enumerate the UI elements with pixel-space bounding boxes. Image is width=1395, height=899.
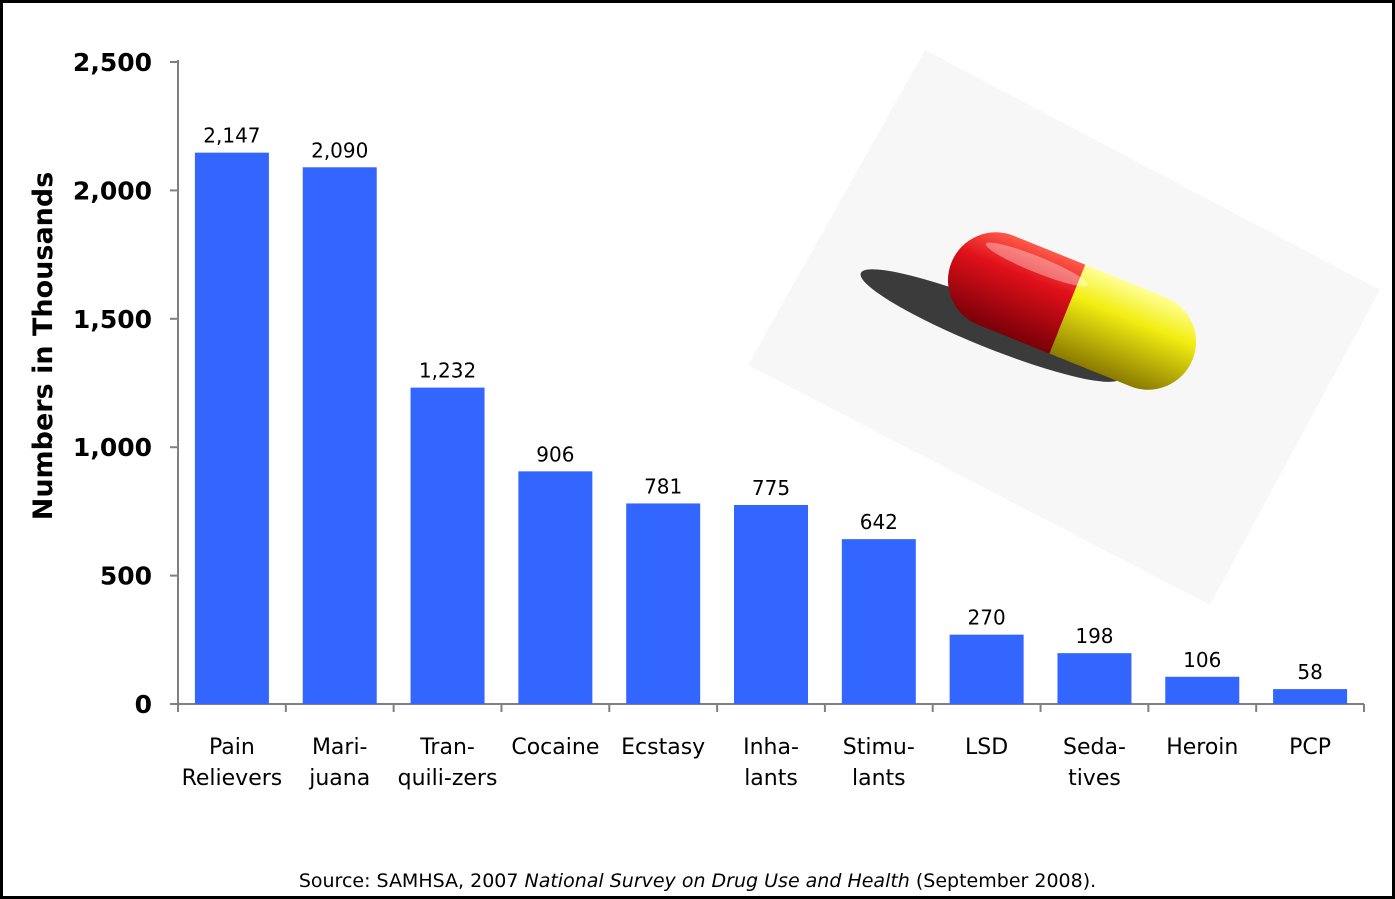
x-tick-label: Relievers [182, 766, 283, 791]
x-tick-label: Pain [209, 735, 255, 760]
y-ticks: 0 500 1,000 1,500 2,000 2,500 [73, 48, 178, 719]
y-tick-label: 2,500 [73, 48, 152, 77]
bar [1165, 676, 1240, 704]
x-tick-label: juana [308, 766, 370, 791]
capsule-yellow-half [1049, 264, 1211, 405]
value-labels: 2,147 2,090 1,232 906 781 775 642 270 198 106 58 [203, 124, 1323, 684]
x-tick-label: tives [1068, 766, 1121, 791]
bar [734, 504, 808, 704]
x-tick-label: quili-zers [398, 766, 498, 791]
x-tick-label: Mari- [312, 735, 368, 760]
data-label: 775 [752, 476, 790, 500]
category-labels: Pain Relievers Mari-juana Tran-quili-zers Co… [182, 735, 1331, 791]
bar [194, 152, 269, 705]
source-title: National Survey on Drug Use and Health [524, 870, 910, 892]
x-tick-label: Stimu- [843, 735, 915, 760]
y-tick-label: 2,000 [73, 176, 152, 205]
x-tick-label: Seda- [1063, 735, 1126, 760]
source-prefix: Source: SAMHSA, 2007 [298, 870, 525, 892]
bar [626, 503, 701, 704]
data-label: 270 [968, 606, 1006, 630]
bar [518, 471, 593, 704]
data-label: 906 [536, 442, 574, 466]
source-suffix: (September 2008). [909, 870, 1097, 892]
bar [410, 387, 485, 704]
x-tick-label: LSD [965, 735, 1008, 760]
data-label: 58 [1297, 660, 1322, 684]
bar [302, 167, 377, 705]
data-label: 2,147 [203, 124, 260, 148]
data-label: 1,232 [419, 359, 476, 383]
x-tick-label: lants [744, 766, 798, 791]
x-tick-label: Cocaine [511, 735, 599, 760]
y-tick-label: 1,500 [73, 305, 152, 334]
bar [841, 539, 916, 704]
y-axis-label: Numbers in Thousands [28, 172, 59, 521]
bar [1273, 689, 1348, 704]
x-tick-label: Tran- [419, 735, 475, 760]
capsule-highlight [985, 242, 1088, 287]
bar [1057, 653, 1132, 704]
y-tick-label: 1,000 [73, 433, 152, 462]
bar [949, 634, 1024, 704]
x-tick-label: Ecstasy [621, 735, 705, 760]
capsule-pill-icon [860, 217, 1211, 405]
data-label: 2,090 [311, 138, 368, 162]
x-tick-label: lants [852, 766, 906, 791]
x-tick-label: Inha- [743, 735, 799, 760]
data-label: 642 [860, 510, 898, 534]
x-tick-label: Heroin [1166, 735, 1238, 760]
capsule-red-half [933, 217, 1086, 354]
photo-inset [748, 50, 1380, 605]
data-label: 106 [1183, 648, 1221, 672]
source-note: Source: SAMHSA, 2007 National Survey on … [0, 870, 1395, 892]
y-tick-label: 0 [135, 690, 152, 719]
x-tick-label: PCP [1289, 735, 1331, 760]
y-tick-label: 500 [100, 562, 152, 591]
x-ticks [177, 704, 1365, 712]
bars [194, 152, 1348, 705]
data-label: 781 [644, 474, 682, 498]
data-label: 198 [1075, 624, 1113, 648]
